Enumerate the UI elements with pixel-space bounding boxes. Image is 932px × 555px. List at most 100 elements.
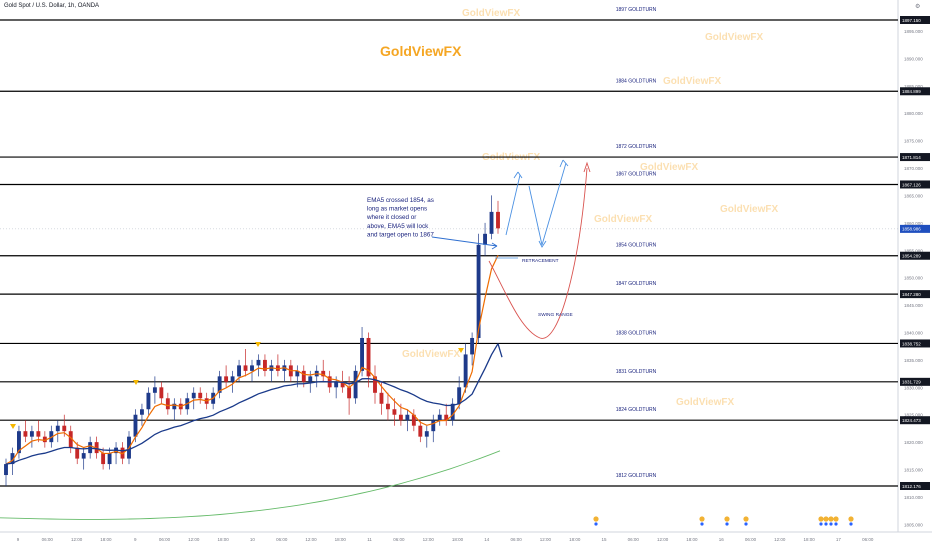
candle-body[interactable] <box>295 370 300 377</box>
time-tick-label: 06:00 <box>510 537 522 542</box>
candle-body[interactable] <box>23 431 28 437</box>
candle-body[interactable] <box>29 431 34 437</box>
candle-body[interactable] <box>4 464 8 476</box>
goldturn-level-label: 1847 GOLDTURN <box>616 281 657 287</box>
event-flag-icon[interactable] <box>828 516 834 522</box>
candle-body[interactable] <box>411 414 416 426</box>
price-tick-label: 1850.000 <box>904 276 923 281</box>
candle-body[interactable] <box>386 403 390 410</box>
event-flag-icon[interactable] <box>848 516 854 522</box>
candle-body[interactable] <box>476 244 481 338</box>
time-tick-label: 10 <box>250 537 256 542</box>
analysis-note-line: long as market opens <box>367 206 427 213</box>
candle-body[interactable] <box>17 431 21 454</box>
candle-body[interactable] <box>340 381 345 388</box>
candle-body[interactable] <box>217 376 222 393</box>
watermark-text: GoldViewFX <box>663 76 721 87</box>
projection-up-line <box>505 174 521 236</box>
candle-body[interactable] <box>165 398 170 410</box>
candle-body[interactable] <box>463 354 468 388</box>
settings-icon: ⚙ <box>915 3 920 10</box>
candle-body[interactable] <box>159 387 164 399</box>
candle-body[interactable] <box>62 425 67 432</box>
candle-body[interactable] <box>101 453 106 465</box>
event-dot-icon <box>744 522 748 526</box>
candle-body[interactable] <box>10 453 15 465</box>
candle-body[interactable] <box>146 392 151 410</box>
candle-body[interactable] <box>405 414 410 421</box>
event-flag-icon[interactable] <box>818 516 824 522</box>
candle-body[interactable] <box>88 442 93 454</box>
event-flag-icon[interactable] <box>743 516 749 522</box>
event-flag-icon[interactable] <box>593 516 599 522</box>
signal-triangle-icon <box>10 424 16 429</box>
candle-body[interactable] <box>140 409 144 415</box>
candle-body[interactable] <box>49 431 54 443</box>
candle-body[interactable] <box>379 392 384 404</box>
candle-body[interactable] <box>437 414 442 421</box>
candle-body[interactable] <box>398 414 403 421</box>
candle-body[interactable] <box>68 431 73 448</box>
candle-body[interactable] <box>470 337 475 355</box>
candle-body[interactable] <box>360 337 364 371</box>
candle-body[interactable] <box>308 376 313 382</box>
candle-body[interactable] <box>483 233 487 245</box>
swing-range-label: SWING RANGE <box>538 312 573 318</box>
candle-body[interactable] <box>237 365 241 377</box>
candle-body[interactable] <box>198 392 203 399</box>
event-flag-icon[interactable] <box>724 516 730 522</box>
event-dot-icon <box>725 522 729 526</box>
candle-body[interactable] <box>301 370 306 382</box>
candle-body[interactable] <box>75 447 80 459</box>
candle-body[interactable] <box>431 420 436 432</box>
goldturn-level-label: 1812 GOLDTURN <box>616 473 657 479</box>
candle-body[interactable] <box>373 376 377 393</box>
candle-body[interactable] <box>250 365 254 371</box>
candle-body[interactable] <box>36 431 41 437</box>
candle-body[interactable] <box>418 425 423 437</box>
candle-body[interactable] <box>152 387 157 393</box>
candle-body[interactable] <box>321 370 326 377</box>
candle-body[interactable] <box>347 387 352 399</box>
level-price-badge-label: 1897.150 <box>902 18 921 23</box>
level-price-badge-label: 1831.729 <box>902 380 921 385</box>
arrow-head-icon <box>583 161 591 173</box>
time-tick-label: 12:00 <box>188 537 200 542</box>
candle-body[interactable] <box>133 414 138 437</box>
candle-body[interactable] <box>334 381 339 388</box>
candle-body[interactable] <box>191 392 196 399</box>
candle-body[interactable] <box>489 211 494 234</box>
candle-body[interactable] <box>42 436 47 443</box>
candle-body[interactable] <box>450 403 455 421</box>
level-price-badge <box>900 251 930 260</box>
candle-body[interactable] <box>496 211 500 229</box>
retracement-label: RETRACEMENT <box>522 258 559 264</box>
ema-mid-extension <box>497 343 503 358</box>
candle-body[interactable] <box>224 376 229 382</box>
candle-body[interactable] <box>392 409 397 415</box>
event-flag-icon[interactable] <box>823 516 829 522</box>
candle-body[interactable] <box>230 376 235 382</box>
candle-body[interactable] <box>55 425 60 432</box>
candle-body[interactable] <box>243 365 248 371</box>
candle-body[interactable] <box>457 387 462 404</box>
candle-body[interactable] <box>353 370 358 399</box>
time-tick-label: 18:00 <box>452 537 464 542</box>
swing-range-curve <box>488 167 588 339</box>
candle-body[interactable] <box>424 431 429 437</box>
candle-body[interactable] <box>81 453 86 459</box>
candle-body[interactable] <box>172 403 177 410</box>
level-price-badge <box>900 377 930 386</box>
candle-body[interactable] <box>366 337 371 377</box>
candle-body[interactable] <box>263 359 267 371</box>
candle-body[interactable] <box>256 359 261 366</box>
event-flag-icon[interactable] <box>699 516 705 522</box>
price-tick-label: 1855.000 <box>904 248 923 253</box>
candle-body[interactable] <box>275 365 280 371</box>
event-flag-icon[interactable] <box>833 516 839 522</box>
event-dot-icon <box>819 522 823 526</box>
level-price-badge-label: 1867.126 <box>902 182 921 187</box>
candle-body[interactable] <box>107 453 112 465</box>
candle-body[interactable] <box>444 414 449 421</box>
